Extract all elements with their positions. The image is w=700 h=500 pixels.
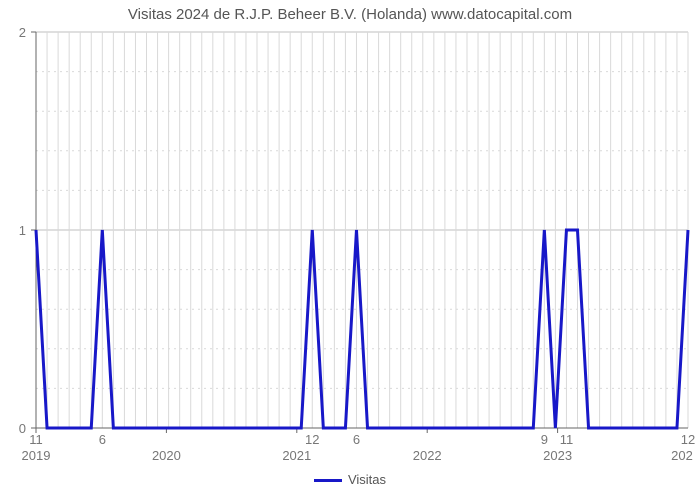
svg-text:12: 12 [305,432,319,447]
svg-text:1: 1 [19,223,26,238]
svg-text:0: 0 [19,421,26,436]
svg-text:12: 12 [681,432,695,447]
svg-text:11: 11 [560,432,574,447]
svg-text:2021: 2021 [282,448,311,463]
svg-text:6: 6 [353,432,360,447]
svg-text:2: 2 [19,25,26,40]
svg-text:11: 11 [29,432,43,447]
svg-text:2022: 2022 [413,448,442,463]
legend-swatch [314,479,342,482]
svg-text:9: 9 [541,432,548,447]
svg-text:2023: 2023 [543,448,572,463]
svg-text:6: 6 [99,432,106,447]
svg-text:2019: 2019 [22,448,51,463]
chart-legend: Visitas [0,472,700,487]
svg-text:2020: 2020 [152,448,181,463]
visits-line-chart: 012 20192020202120222023202 11612691112 [0,0,700,500]
legend-label: Visitas [348,472,386,487]
svg-text:202: 202 [671,448,693,463]
